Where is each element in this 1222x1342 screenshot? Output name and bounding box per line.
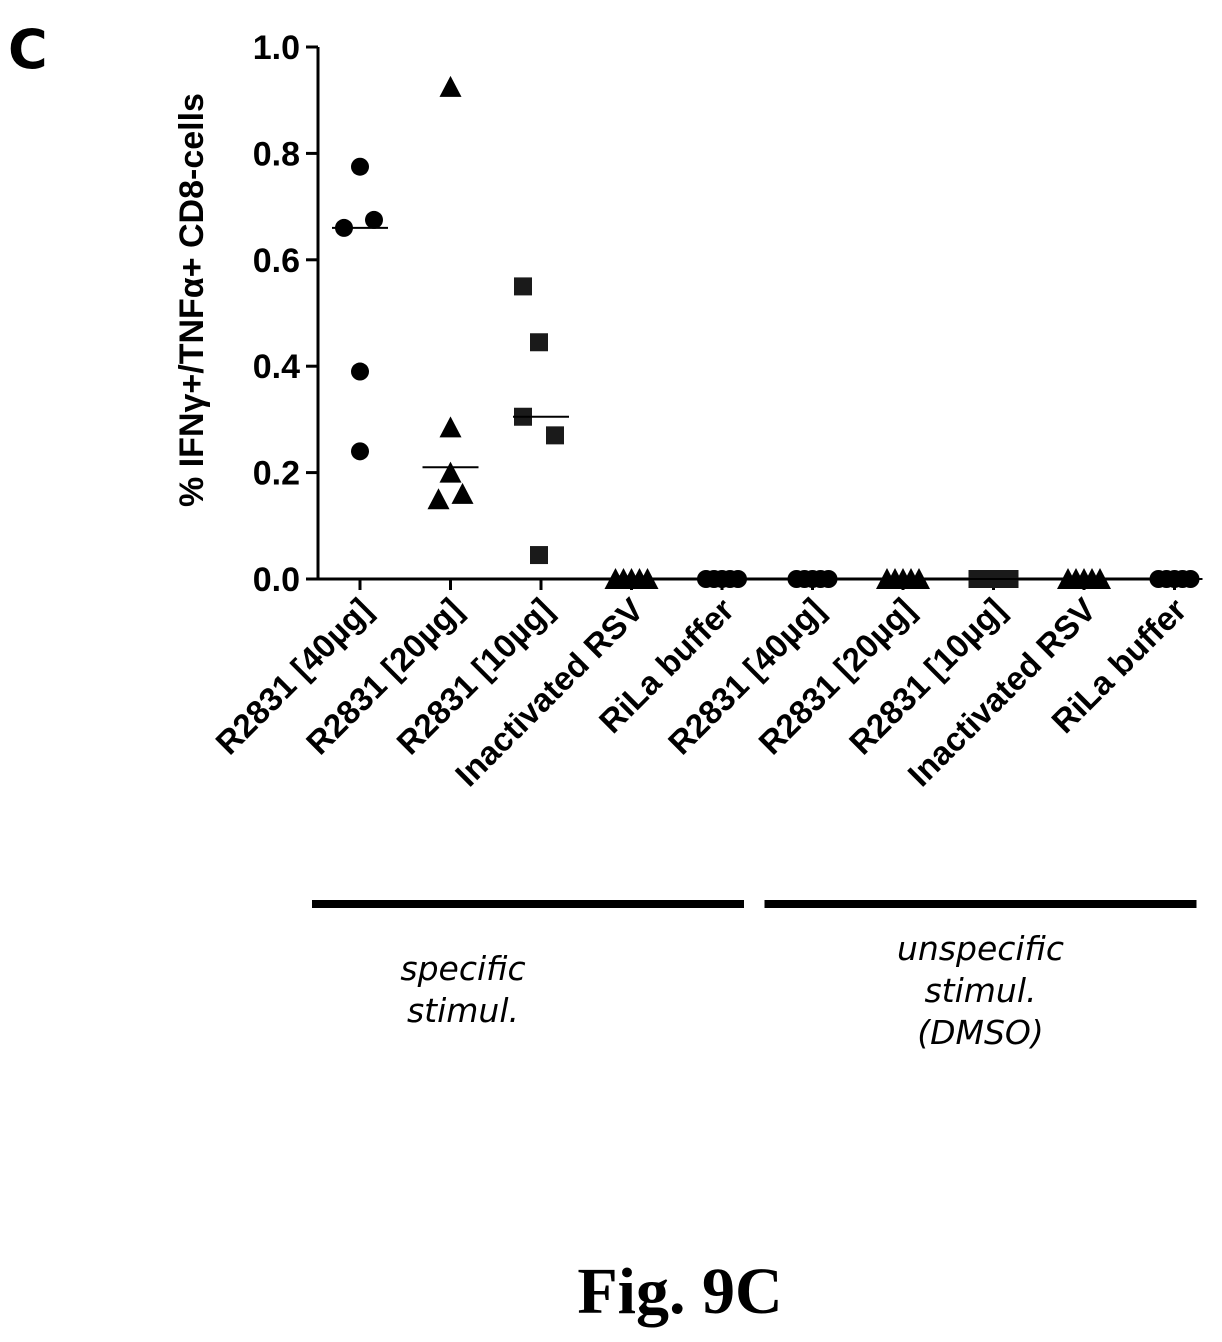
group-label-line: (DMSO)	[917, 1013, 1044, 1052]
circle-point	[365, 210, 383, 229]
x-tick-label: R2831 [40µg]	[661, 591, 832, 762]
data-points	[335, 75, 1200, 589]
circle-point	[351, 157, 369, 176]
group-label-line: stimul.	[924, 971, 1036, 1010]
group-label-line: unspecific	[897, 929, 1064, 968]
panel-letter: C	[8, 18, 48, 81]
group-label-line: stimul.	[407, 991, 519, 1030]
square-point	[514, 277, 532, 296]
square-point	[546, 426, 564, 445]
square-point	[530, 546, 548, 565]
y-tick-labels: 0.0 0.2 0.4 0.6 0.8 1.0	[253, 29, 300, 599]
circle-point	[351, 442, 369, 461]
y-tick-label: 0.4	[253, 348, 300, 386]
y-tick-label: 0.2	[253, 455, 300, 493]
triangle-point	[427, 488, 450, 510]
group-label-line: specific	[400, 949, 525, 988]
x-tick-label: R2831 [10µg]	[389, 591, 560, 762]
triangle-point	[439, 461, 462, 483]
x-tick-label: R2831 [20µg]	[751, 591, 922, 762]
x-tick-label: R2831 [10µg]	[842, 591, 1013, 762]
figure-caption: Fig. 9C	[577, 1255, 782, 1328]
x-tick-label: R2831 [40µg]	[208, 591, 379, 762]
y-tick-label: 1.0	[253, 29, 300, 67]
x-tick-label: R2831 [20µg]	[299, 591, 470, 762]
triangle-point	[451, 482, 474, 504]
median-lines	[332, 226, 1203, 580]
y-tick-label: 0.0	[253, 561, 300, 599]
y-axis-label: % IFNγ+/TNFα+ CD8-cells	[173, 93, 211, 507]
y-tick-label: 0.8	[253, 135, 300, 173]
x-tick-labels: R2831 [40µg]R2831 [20µg]R2831 [10µg]Inac…	[208, 591, 1193, 794]
circle-point	[351, 362, 369, 381]
triangle-point	[439, 75, 462, 97]
square-point	[530, 333, 548, 352]
y-tick-label: 0.6	[253, 242, 300, 280]
triangle-point	[439, 416, 462, 438]
